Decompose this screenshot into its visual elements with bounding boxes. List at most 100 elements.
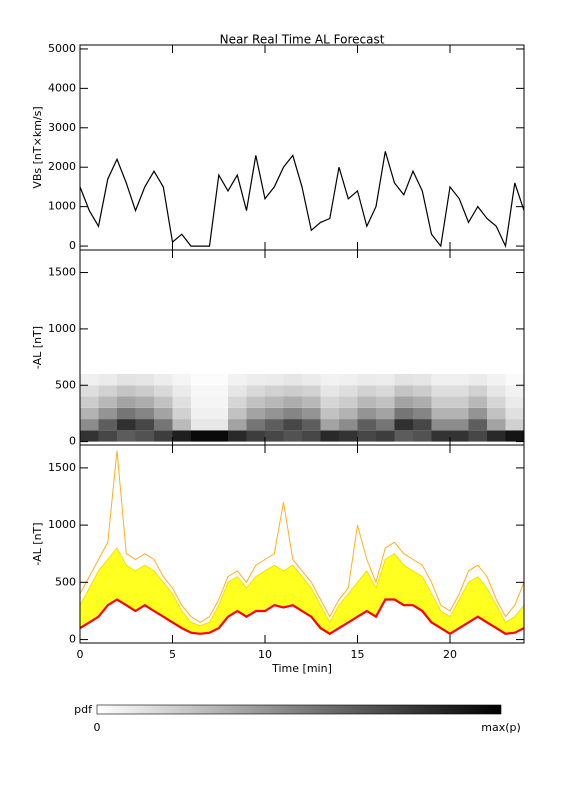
heat-cell xyxy=(487,396,506,408)
heat-cell xyxy=(394,373,413,386)
heat-cell xyxy=(117,419,136,431)
heat-cell xyxy=(172,385,191,397)
heat-cell xyxy=(209,373,228,386)
heat-cell xyxy=(172,407,191,420)
heat-cell xyxy=(505,396,524,408)
heat-cell xyxy=(117,430,136,442)
colorbar-label: pdf xyxy=(74,703,93,716)
heat-cell xyxy=(468,385,487,397)
colorbar-min: 0 xyxy=(94,721,101,734)
x-tick-label: 20 xyxy=(443,648,457,661)
y-tick-label: 500 xyxy=(55,575,76,588)
heat-cell xyxy=(265,430,284,442)
heat-cell xyxy=(413,419,432,431)
heat-cell xyxy=(154,385,173,397)
heat-cell xyxy=(283,430,302,442)
heat-cell xyxy=(172,430,191,442)
heat-cell xyxy=(302,419,321,431)
heat-cell xyxy=(209,385,228,397)
heat-cell xyxy=(320,396,339,408)
heat-cell xyxy=(394,396,413,408)
heat-cell xyxy=(394,419,413,431)
heat-cell xyxy=(228,430,247,442)
heat-cell xyxy=(98,373,117,386)
y-tick-label: 3000 xyxy=(48,121,76,134)
y-tick-label: 500 xyxy=(55,378,76,391)
heat-cell xyxy=(191,407,210,420)
heat-cell xyxy=(450,373,469,386)
heat-cell xyxy=(283,407,302,420)
heat-cell xyxy=(135,385,154,397)
heat-cell xyxy=(135,419,154,431)
heat-cell xyxy=(505,385,524,397)
heat-cell xyxy=(302,407,321,420)
heat-cell xyxy=(487,430,506,442)
heat-cell xyxy=(283,396,302,408)
heat-cell xyxy=(246,373,265,386)
heat-cell xyxy=(487,373,506,386)
heat-cell xyxy=(98,407,117,420)
heat-cell xyxy=(246,385,265,397)
heat-cell xyxy=(117,385,136,397)
y-tick-label: 1000 xyxy=(48,200,76,213)
heat-cell xyxy=(265,419,284,431)
heat-cell xyxy=(357,373,376,386)
heat-cell xyxy=(376,396,395,408)
heat-cell xyxy=(320,419,339,431)
heat-cell xyxy=(302,396,321,408)
heat-cell xyxy=(487,419,506,431)
heat-cell xyxy=(339,396,358,408)
heat-cell xyxy=(394,407,413,420)
heat-cell xyxy=(468,407,487,420)
heat-cell xyxy=(431,385,450,397)
heat-cell xyxy=(357,419,376,431)
heat-cell xyxy=(135,373,154,386)
y-tick-label: 1500 xyxy=(48,266,76,279)
heat-cell xyxy=(117,373,136,386)
heat-cell xyxy=(394,385,413,397)
heat-cell xyxy=(265,373,284,386)
heat-cell xyxy=(376,373,395,386)
heat-cell xyxy=(431,407,450,420)
heat-cell xyxy=(450,396,469,408)
heat-cell xyxy=(191,396,210,408)
heat-cell xyxy=(80,419,99,431)
heat-cell xyxy=(80,385,99,397)
heat-cell xyxy=(154,419,173,431)
data-line xyxy=(79,151,525,249)
heat-cell xyxy=(209,396,228,408)
heat-cell xyxy=(283,419,302,431)
heat-cell xyxy=(339,430,358,442)
heat-cell xyxy=(117,396,136,408)
heat-cell xyxy=(431,430,450,442)
heat-cell xyxy=(431,419,450,431)
heat-cell xyxy=(265,396,284,408)
heat-cell xyxy=(191,373,210,386)
heat-cell xyxy=(80,396,99,408)
heat-cell xyxy=(209,419,228,431)
heat-cell xyxy=(172,373,191,386)
heat-cell xyxy=(172,419,191,431)
heat-cell xyxy=(339,407,358,420)
heat-cell xyxy=(135,407,154,420)
heat-cell xyxy=(320,373,339,386)
heat-cell xyxy=(357,407,376,420)
heat-cell xyxy=(80,407,99,420)
heat-cell xyxy=(80,373,99,386)
heat-cell xyxy=(413,430,432,442)
heat-cell xyxy=(154,373,173,386)
x-tick-label: 10 xyxy=(258,648,272,661)
heat-cell xyxy=(320,430,339,442)
heat-cell xyxy=(487,407,506,420)
heat-cell xyxy=(80,430,99,442)
heat-cell xyxy=(468,373,487,386)
y-tick-label: 2000 xyxy=(48,160,76,173)
x-axis-label: Time [min] xyxy=(271,662,332,675)
heat-cell xyxy=(191,385,210,397)
x-tick-label: 5 xyxy=(169,648,176,661)
heat-cell xyxy=(98,430,117,442)
heat-cell xyxy=(117,407,136,420)
y-tick-label: 0 xyxy=(69,239,76,252)
y-tick-label: 0 xyxy=(69,633,76,646)
heat-cell xyxy=(431,396,450,408)
